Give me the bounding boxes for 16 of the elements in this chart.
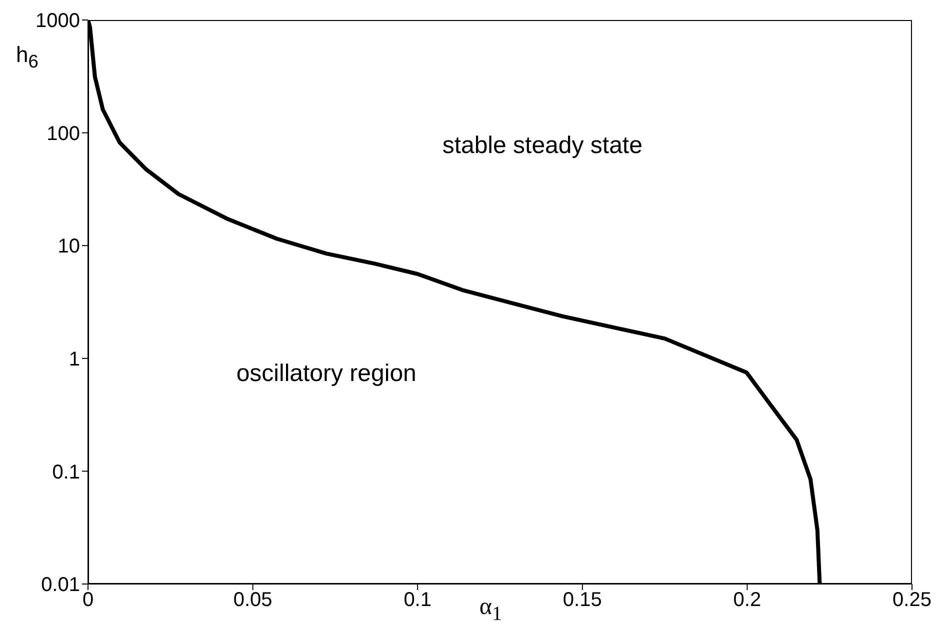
y-axis-title: h$_{6}$: [16, 42, 38, 72]
x-tick-label: 0.25: [892, 589, 932, 612]
x-tick-label: 0.2: [733, 589, 762, 612]
y-tick-label: 0.1: [52, 461, 80, 484]
x-tick-label: 0.05: [233, 589, 272, 612]
y-tick-label: 0.01: [41, 574, 80, 596]
x-tick-label: 0.1: [404, 589, 432, 612]
annotation: oscillatory region: [236, 360, 416, 388]
x-tick-label: 0.15: [562, 589, 602, 612]
x-axis-title: α$_{1}$: [479, 594, 502, 626]
y-tick-label: 1: [68, 348, 80, 370]
y-tick-label: 1000: [36, 10, 80, 32]
y-tick-label: 100: [46, 122, 80, 145]
annotation: stable steady state: [442, 132, 642, 160]
y-tick-label: 10: [58, 236, 80, 258]
x-tick-label: 0: [82, 589, 94, 612]
